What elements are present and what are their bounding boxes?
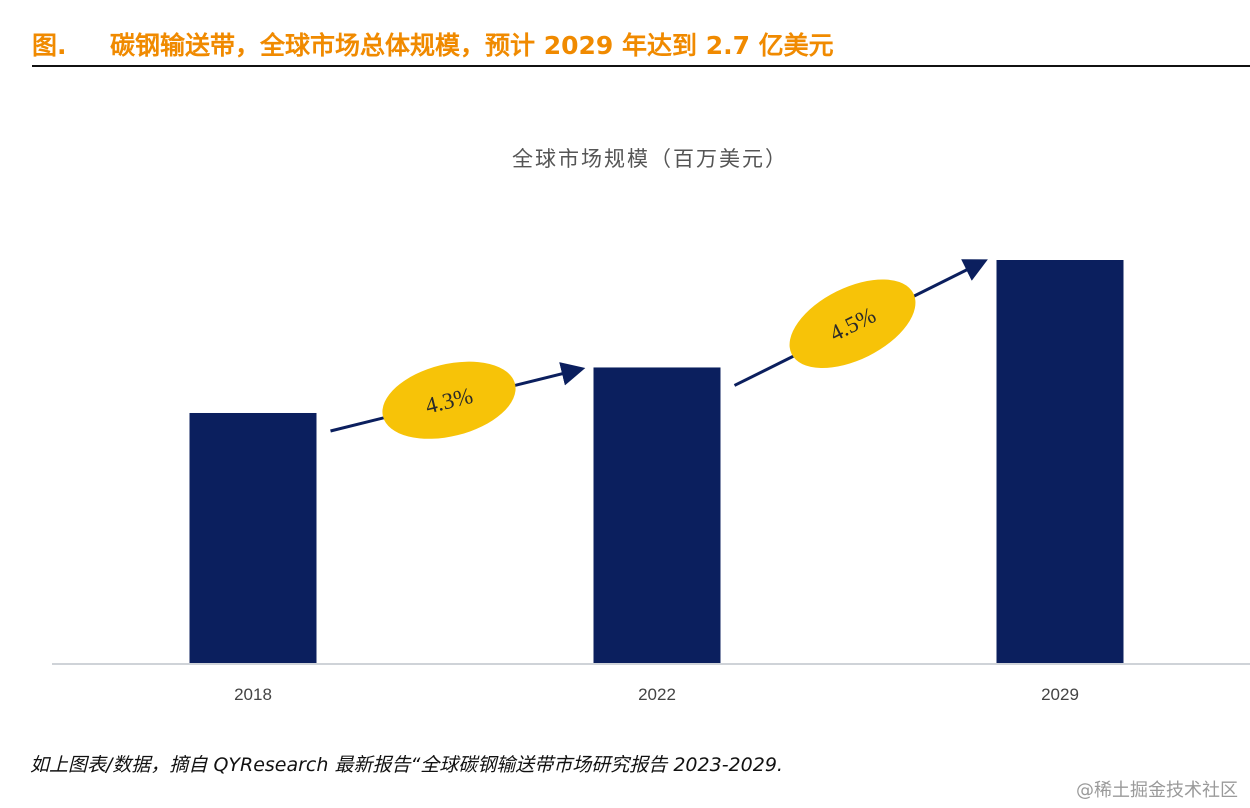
growth-bubble [789,279,916,368]
x-tick-label: 2022 [638,685,676,704]
figure-label: 图. [32,31,67,60]
x-tick-label: 2029 [1041,685,1079,704]
bar-2029 [996,260,1124,663]
source-note: 如上图表/数据，摘自 QYResearch 最新报告“全球碳钢输送带市场研究报告… [30,754,783,776]
figure-header: 图. 碳钢输送带，全球市场总体规模，预计 2029 年达到 2.7 亿美元 [32,22,1250,62]
chart-title: 全球市场规模（百万美元） [512,147,788,171]
watermark: @稀土掘金技术社区 [1076,780,1238,801]
bar-2018 [189,412,317,663]
figure-title: 碳钢输送带，全球市场总体规模，预计 2029 年达到 2.7 亿美元 [110,31,834,60]
x-tick-label: 2018 [234,685,272,704]
growth-bubble [382,361,516,439]
bar-2022 [593,367,721,663]
header-divider [32,65,1250,67]
